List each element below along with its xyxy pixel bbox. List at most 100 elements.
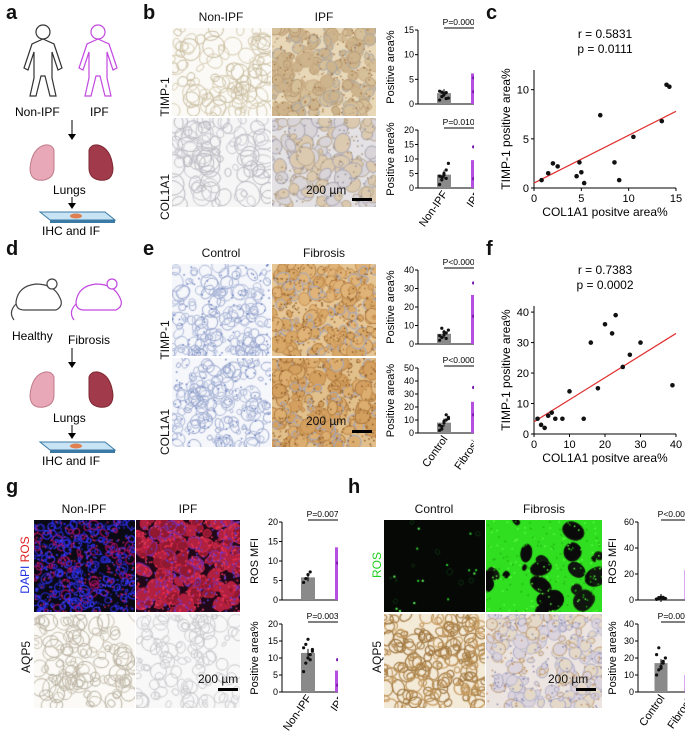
y-tick-label: 0 xyxy=(273,595,278,605)
data-point xyxy=(657,646,661,650)
y-tick-label: 5 xyxy=(273,670,278,680)
y-tick-label: 0 xyxy=(409,99,414,109)
p-value-label: P=0.0105 xyxy=(443,117,474,127)
correlation-r: r = 0.5831 xyxy=(578,27,633,41)
y-tick-label: 5 xyxy=(409,74,414,84)
p-value-label: P=0.0078 xyxy=(307,509,338,519)
panel-a-schematic: Non-IPF IPF Lungs IHC and IF xyxy=(15,24,118,235)
human-ipf-silhouette-icon xyxy=(78,24,118,97)
panel-g-row1-label: DAPI ROS xyxy=(18,536,32,594)
panel-h-col-right: Fibrosis xyxy=(522,502,565,516)
scatter-point xyxy=(588,340,594,345)
y-tick-label: 10 xyxy=(268,653,278,663)
scatter-point xyxy=(597,112,603,118)
data-point xyxy=(308,653,312,657)
p-value-label: P=0.0038 xyxy=(307,611,338,621)
panel-d-right-label: Fibrosis xyxy=(68,333,110,347)
data-point xyxy=(306,637,310,641)
panel-a-ihc-label: IHC and IF xyxy=(42,224,100,235)
panel-d-left-label: Healthy xyxy=(12,329,53,343)
bar-chart-b-timp1: Positive area% 0 5 10 15 P=0.0003 xyxy=(385,17,474,109)
data-point xyxy=(444,336,448,341)
panel-letter-h: h xyxy=(348,476,361,498)
scatter-point xyxy=(560,416,565,422)
y-tick-label: 50 xyxy=(404,363,414,373)
scatter-point xyxy=(613,312,618,318)
scatter-point xyxy=(616,177,622,183)
micrograph-b-nonipf-timp1 xyxy=(172,28,271,116)
y-tick-label: 30 xyxy=(517,338,529,350)
y-tick-label: 15 xyxy=(268,537,278,547)
data-point xyxy=(440,326,444,330)
scatter-point xyxy=(631,134,636,140)
data-point xyxy=(442,330,446,334)
y-tick-label: 30 xyxy=(404,284,414,294)
y-tick-label: 20 xyxy=(624,653,634,663)
bar xyxy=(471,73,474,104)
micrograph-g-nonipf-aqp5 xyxy=(34,614,135,708)
data-point xyxy=(442,171,446,176)
scatter-point xyxy=(574,173,579,179)
data-point xyxy=(438,174,442,178)
data-point xyxy=(661,597,665,601)
data-point xyxy=(444,91,448,95)
panel-e-col-left: Control xyxy=(201,246,241,260)
scatter-point xyxy=(595,385,601,391)
data-point xyxy=(659,666,663,670)
scatter-point xyxy=(579,169,584,175)
data-point xyxy=(440,90,444,94)
y-tick-label: 0 xyxy=(273,687,278,697)
x-tick-label: 0 xyxy=(531,439,537,451)
panel-h-row2-label: AQP5 xyxy=(370,641,384,674)
y-axis-label: Positive area% xyxy=(385,270,397,344)
data-point xyxy=(472,314,474,318)
data-point xyxy=(440,95,444,99)
panel-a-right-label: IPF xyxy=(90,105,109,119)
data-point xyxy=(302,646,306,650)
y-tick-label: 20 xyxy=(404,402,414,412)
y-tick-label: 10 xyxy=(517,85,529,97)
data-point xyxy=(444,176,448,181)
y-tick-label: 0 xyxy=(629,595,634,605)
data-point xyxy=(304,661,308,665)
panel-d-lungs-label: Lungs xyxy=(53,411,86,425)
y-tick-label: 40 xyxy=(404,265,414,275)
x-category-label: Control xyxy=(637,693,667,729)
panel-e-row1-label: TIMP-1 xyxy=(158,320,172,360)
scatter-point xyxy=(620,364,626,370)
scatter-point xyxy=(539,177,544,183)
panel-d-schematic: Healthy Fibrosis Lungs IHC and IF xyxy=(10,278,122,468)
x-axis-label: COL1A1 positve area% xyxy=(542,205,668,219)
x-category-label: Fibrosis xyxy=(453,433,474,472)
data-point xyxy=(444,168,448,172)
data-point xyxy=(472,145,474,149)
y-tick-label: 60 xyxy=(624,517,634,527)
data-point xyxy=(446,328,450,332)
scatter-point xyxy=(638,340,643,345)
micrograph-b-ipf-timp1 xyxy=(272,28,376,116)
panel-h-col-left: Control xyxy=(414,502,454,516)
panel-letter-f: f xyxy=(486,238,493,260)
micrograph-h-control-aqp5 xyxy=(384,614,485,708)
data-point xyxy=(438,338,442,342)
data-point xyxy=(655,653,659,657)
y-tick-label: 20 xyxy=(404,302,414,312)
data-point xyxy=(444,96,448,101)
lungs-icon xyxy=(29,144,114,181)
bar-chart-h-ros: ROS MFI 0 20 40 60 P<0.0001 xyxy=(607,509,685,605)
data-point xyxy=(655,673,659,677)
data-point xyxy=(442,93,446,97)
x-tick-label: 5 xyxy=(578,193,584,205)
x-tick-label: 0 xyxy=(531,193,537,205)
scatter-point xyxy=(577,160,582,165)
scatter-point xyxy=(670,382,675,388)
x-tick-label: 40 xyxy=(670,439,682,451)
x-category-label: Fibrosis xyxy=(666,692,685,731)
data-point xyxy=(657,668,661,672)
data-point xyxy=(440,427,444,431)
y-tick-label: 0 xyxy=(523,429,529,441)
scale-bar xyxy=(218,688,238,691)
y-tick-label: 0 xyxy=(409,428,414,438)
bar xyxy=(335,670,338,692)
